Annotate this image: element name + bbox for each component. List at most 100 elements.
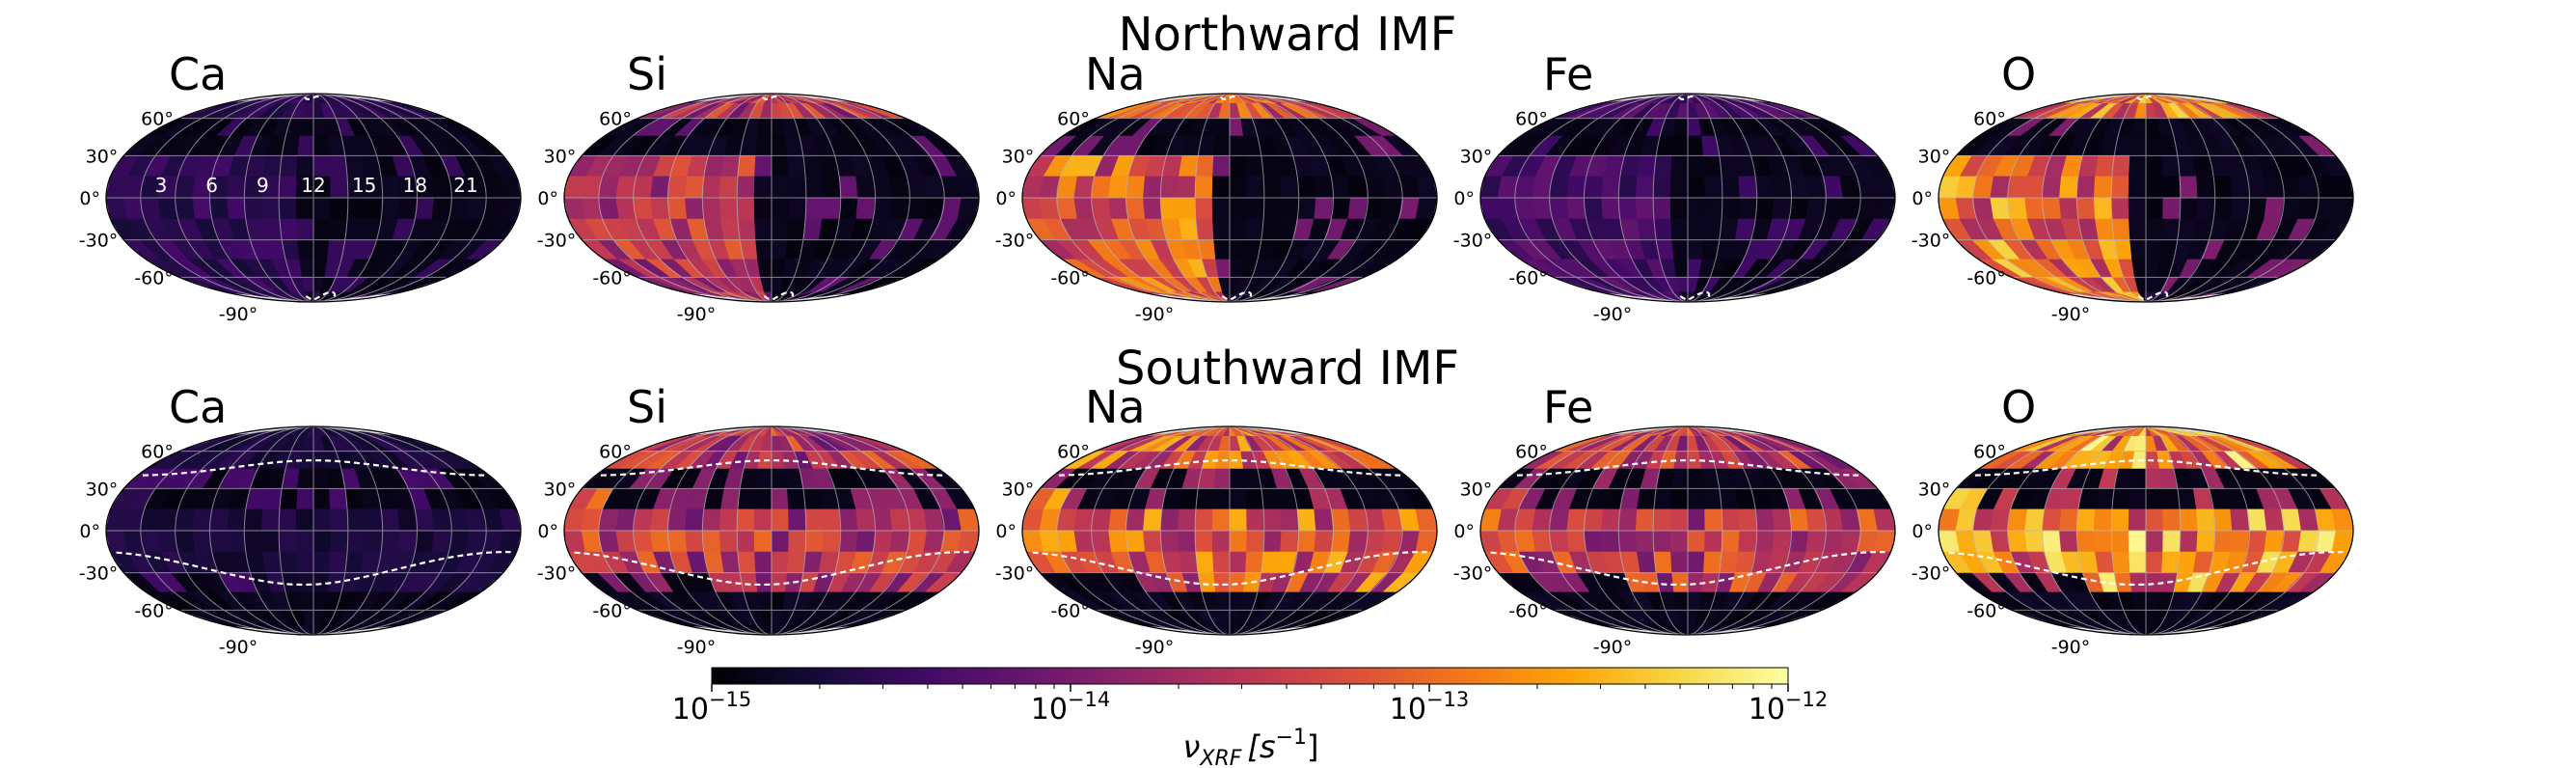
heatmap-cell [295, 530, 314, 553]
heatmap-cell [1330, 508, 1351, 532]
heatmap-cell [650, 197, 671, 220]
heatmap-cell [2196, 176, 2215, 199]
grid-meridian [1617, 425, 1689, 636]
heatmap-cell [1652, 508, 1671, 532]
heatmap-cell [1566, 197, 1587, 220]
heatmap-cell [1229, 239, 1246, 261]
heatmap-cell [1637, 155, 1657, 178]
lat-tick-label: -30° [79, 563, 119, 585]
heatmap-cell [2179, 197, 2199, 220]
heatmap-cell [1330, 176, 1351, 199]
heatmap-cell [312, 508, 332, 532]
heatmap-cell [1584, 176, 1604, 199]
heatmap-cell [719, 176, 739, 199]
heatmap-cell [1280, 197, 1299, 220]
grid-meridian [312, 93, 487, 303]
heatmap-cell [702, 176, 721, 199]
heatmap-cell [1262, 508, 1283, 532]
heatmap-cell [1195, 551, 1214, 573]
lat-tick-label: 60° [599, 442, 632, 463]
heatmap-cell [2264, 197, 2285, 220]
heatmap-cell [2179, 530, 2199, 553]
heatmap-cell [431, 530, 452, 553]
heatmap-cell [1246, 508, 1265, 532]
heatmap-cell [2095, 488, 2115, 510]
heatmap-cell [1296, 530, 1316, 553]
heatmap-cell [192, 197, 213, 220]
heatmap-cell [1143, 508, 1163, 532]
heatmap-cell [312, 239, 330, 261]
heatmap-cell [1687, 508, 1706, 532]
boundary-line [1948, 459, 2344, 587]
heatmap-cell [1687, 488, 1705, 510]
heatmap-cell [1108, 176, 1129, 199]
heatmap-cell [1108, 530, 1129, 553]
heatmap-cell [329, 155, 348, 178]
lat-tick-label: 60° [1057, 442, 1090, 463]
heatmap-cell [414, 197, 435, 220]
colorbar-label-exp: −1 [1276, 726, 1307, 750]
grid-meridian [2110, 425, 2147, 636]
lat-tick-label: 30° [1002, 479, 1035, 500]
heatmap-cell [1549, 508, 1570, 532]
lon-tick-label: -90° [219, 304, 258, 325]
heatmap-cell [1687, 530, 1706, 553]
lat-tick-label: 60° [1515, 109, 1548, 130]
heatmap-cell [1229, 176, 1248, 199]
heatmap-cell [1229, 508, 1248, 532]
grid-meridian [1549, 425, 1689, 636]
grid-meridian [2145, 93, 2251, 303]
heatmap-cell [1179, 551, 1199, 573]
heatmap-cell [209, 508, 230, 532]
heatmap-cell [736, 530, 755, 553]
heatmap-cell [838, 197, 858, 220]
lon-tick-label: -90° [677, 304, 717, 325]
heatmap-cell [2128, 176, 2147, 199]
lat-tick-label: -30° [79, 231, 119, 252]
heatmap-cell [296, 218, 314, 240]
heatmap-cell [804, 508, 825, 532]
grid-meridian [312, 425, 349, 636]
heatmap-cell [736, 508, 755, 532]
lat-tick-label: 30° [1918, 479, 1951, 500]
grid-meridian [1125, 93, 1231, 303]
local-time-label: 12 [301, 174, 325, 197]
heatmap-cell [1653, 218, 1672, 240]
local-time-label: 15 [352, 174, 376, 197]
heatmap-cell [414, 530, 435, 553]
map-panel: Si 60° 30° 0° -30° -60° -90° [537, 381, 980, 658]
local-time-label: 6 [205, 174, 218, 197]
heatmap-cell [1314, 530, 1334, 553]
heatmap-cell [380, 530, 400, 553]
heatmap-cell [329, 488, 348, 510]
heatmap-cell [1091, 197, 1112, 220]
heatmap-cell [1637, 551, 1657, 573]
colorbar: 10−15 10−14 10−13 10−12 νXRF [s−1] [672, 667, 1828, 768]
heatmap-cell [1703, 551, 1722, 573]
heatmap-cell [2059, 176, 2079, 199]
heatmap-cell [737, 218, 756, 240]
lat-tick-label: -60° [1050, 267, 1090, 288]
heatmap-cell [364, 197, 383, 220]
heatmap-cell [260, 197, 281, 220]
heatmap-cell [1566, 176, 1587, 199]
lat-tick-label: 30° [544, 479, 577, 500]
heatmap-cell [278, 530, 297, 553]
grid-meridian [175, 425, 314, 636]
graticule [106, 93, 521, 303]
graticule [106, 425, 521, 636]
lat-tick-label: 0° [79, 188, 100, 209]
colorbar-label: νXRF [s−1] [1183, 726, 1319, 768]
grid-meridian [2145, 93, 2216, 303]
heatmap-cell [2007, 197, 2028, 220]
local-time-label: 3 [155, 174, 168, 197]
lat-tick-label: 30° [544, 146, 577, 167]
heatmap-cell [1721, 508, 1741, 532]
heatmap-cell [431, 197, 452, 220]
heatmap-cell [1653, 551, 1672, 573]
heatmap-cell [1703, 488, 1722, 510]
grid-meridian [2110, 93, 2147, 303]
heatmap-cell [702, 508, 721, 532]
grid-meridian [1091, 93, 1231, 303]
boundary-line [2135, 95, 2169, 301]
